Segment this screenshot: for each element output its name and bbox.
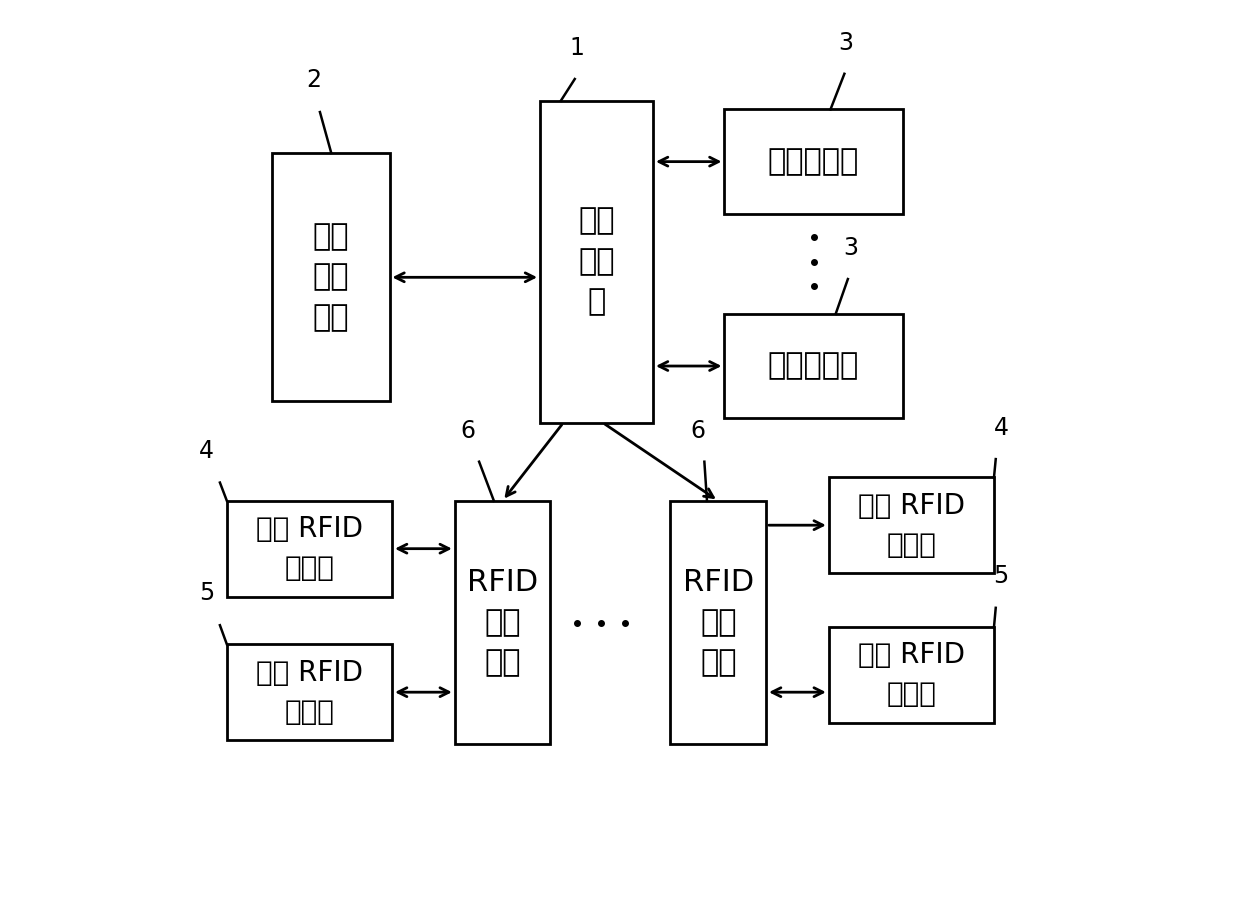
Text: 工件 RFID
射频卡: 工件 RFID 射频卡 bbox=[858, 641, 965, 708]
Bar bbox=[828, 477, 994, 573]
Text: 工件 RFID
射频卡: 工件 RFID 射频卡 bbox=[255, 659, 363, 726]
Bar bbox=[227, 501, 392, 596]
Bar bbox=[671, 501, 766, 745]
Text: 4: 4 bbox=[993, 416, 1008, 440]
Text: 机床 RFID
射频卡: 机床 RFID 射频卡 bbox=[858, 492, 965, 559]
Text: 4: 4 bbox=[200, 439, 215, 464]
Bar bbox=[227, 644, 392, 740]
Bar bbox=[828, 627, 994, 723]
Text: 3: 3 bbox=[838, 31, 853, 54]
Text: 5: 5 bbox=[993, 564, 1008, 588]
Bar bbox=[724, 110, 903, 214]
Bar bbox=[539, 101, 653, 422]
Text: 机床 RFID
射频卡: 机床 RFID 射频卡 bbox=[255, 516, 363, 583]
Text: 2: 2 bbox=[306, 68, 321, 92]
Text: 机床控制器: 机床控制器 bbox=[768, 352, 859, 381]
Text: 调度
控制
器: 调度 控制 器 bbox=[578, 207, 615, 317]
Text: 5: 5 bbox=[200, 582, 215, 605]
Text: 参数
输入
装置: 参数 输入 装置 bbox=[312, 222, 348, 332]
Text: 6: 6 bbox=[460, 419, 475, 442]
Bar bbox=[272, 153, 389, 400]
Bar bbox=[455, 501, 551, 745]
Text: RFID
读写
装置: RFID 读写 装置 bbox=[467, 567, 538, 678]
Text: RFID
读写
装置: RFID 读写 装置 bbox=[683, 567, 754, 678]
Text: 3: 3 bbox=[843, 236, 858, 260]
Text: 机床控制器: 机床控制器 bbox=[768, 147, 859, 176]
Text: 1: 1 bbox=[569, 36, 584, 60]
Text: 6: 6 bbox=[691, 419, 706, 442]
Bar bbox=[724, 313, 903, 419]
